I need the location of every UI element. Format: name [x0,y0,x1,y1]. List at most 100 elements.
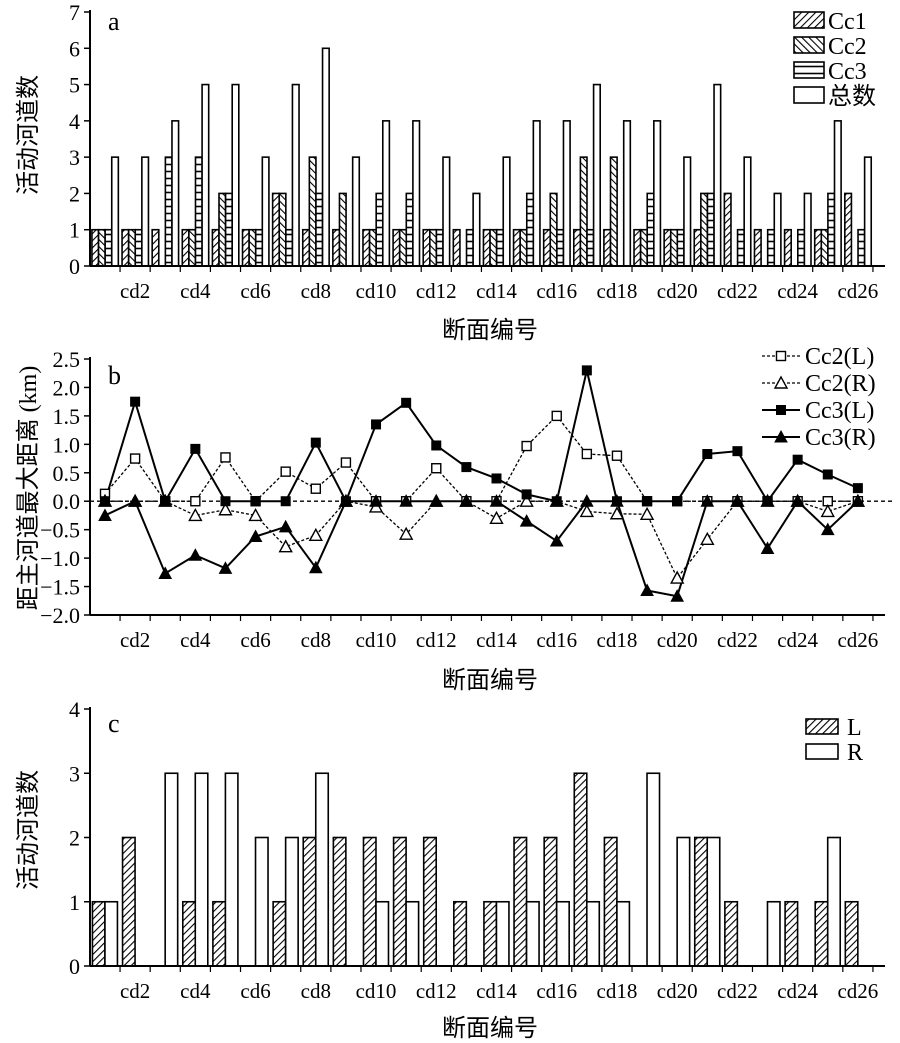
bar-l-cd2 [121,836,136,967]
bar-cc1-cd19 [633,228,642,267]
point-cc2l-cd16 [551,410,562,422]
bar--cd17 [592,83,601,267]
bar-l-cd14 [483,900,498,967]
point-cc2r-cd18 [609,506,625,520]
bar-r-cd8 [314,772,330,967]
bar-cc1-cd18 [603,228,612,267]
bar-cc3-cd24 [796,228,806,267]
x-tick-label: cd6 [240,279,270,303]
bar-cc3-cd22 [736,228,745,267]
point-cc3l-cd19 [642,496,653,507]
x-tick-label: cd14 [476,628,517,652]
bar--cd13 [472,192,481,267]
bar-r-cd16 [555,900,570,967]
bar-r-cd4 [194,772,209,967]
bar--cd23 [773,192,782,267]
bar-cc2-cd16 [549,192,558,267]
bar-cc3-cd14 [495,228,505,267]
bar--cd22 [743,156,752,267]
bar-l-cd5 [212,900,227,967]
point-cc3l-cd22 [732,446,743,457]
bar-cc3-cd13 [465,228,474,267]
bar-r-cd10 [375,900,390,967]
bar-l-cd12 [422,836,438,967]
point-cc3r-cd26 [851,494,865,507]
x-tick-label: cd18 [597,628,638,652]
point-cc3l-cd15 [521,489,532,500]
point-cc3r-cd6 [248,529,263,542]
bar--cd2 [141,156,150,267]
bar-cc3-cd20 [676,228,685,267]
x-tick-label: cd20 [657,628,698,652]
point-cc2l-cd12 [431,463,442,474]
x-tick-label: cd2 [120,979,150,1003]
point-cc3r-cd8 [308,560,323,574]
point-cc3l-cd11 [401,397,412,408]
bar-cc1-cd17 [572,228,582,267]
point-cc3r-cd22 [730,494,745,507]
point-cc3l-cd5 [220,496,231,507]
x-tick-label: cd2 [120,279,150,303]
bar--cd21 [713,83,722,267]
point-cc2r-cd15 [519,493,534,507]
x-axis-title-c: 断面编号 [442,1015,538,1042]
x-tick-label: cd6 [240,628,270,652]
bar-cc2-cd7 [278,192,287,267]
legend-label-2: Cc3(L) [805,398,874,424]
y-tick-label: 3 [69,145,80,170]
point-cc2r-cd6 [248,507,263,522]
x-tick-label: cd12 [416,628,457,652]
bar--cd14 [502,156,511,267]
bar-cc2-cd18 [609,156,618,267]
bar--cd25 [833,120,842,267]
point-cc3r-cd5 [218,561,233,574]
x-tick-label: cd12 [416,279,457,303]
y-axis-title-a: 活动河道数 [15,75,42,195]
point-cc3l-cd16 [551,496,562,507]
bar-cc2-cd25 [820,228,829,267]
bar-cc1-cd5 [211,228,220,267]
x-tick-label: cd12 [416,979,457,1003]
x-tick-label: cd8 [301,279,331,303]
bar-cc1-cd11 [392,228,401,267]
bar-cc2-cd1 [97,228,106,267]
legend-label-1: R [847,740,863,766]
bar-cc1-cd21 [693,228,702,267]
point-cc2r-cd19 [639,506,655,521]
point-cc3r-cd17 [580,494,594,507]
point-cc3l-cd8 [310,437,321,448]
bar--cd3 [171,120,180,267]
bar-cc2-cd6 [248,228,257,267]
bar-cc2-cd5 [218,192,227,267]
bar-l-cd17 [573,772,588,967]
y-tick-label: 1 [69,218,80,243]
point-cc3r-cd21 [700,494,715,507]
point-cc3r-cd2 [128,494,142,507]
bar--cd1 [110,156,120,267]
legend-label-3: 总数 [828,83,876,110]
bar-cc3-cd23 [766,228,776,267]
point-cc2l-cd9 [340,457,352,468]
point-cc3l-cd2 [130,396,141,407]
bar-cc2-cd19 [639,228,649,267]
bar--cd20 [683,156,692,267]
bar-l-cd15 [513,836,528,967]
point-cc3r-cd3 [158,566,173,579]
bar-cc3-cd19 [646,192,655,267]
bar-r-cd19 [646,772,661,967]
legend-marker-1 [773,375,789,389]
y-axis-title-b: 距主河道最大距离 (km) [15,366,42,611]
point-cc2r-cd5 [218,502,233,516]
point-cc2l-cd15 [521,440,532,452]
point-cc3l-cd21 [702,449,713,460]
x-tick-label: cd16 [536,628,577,652]
bar-r-cd25 [826,836,842,967]
y-tick-label: 7 [69,0,80,25]
point-cc2r-cd20 [670,570,685,584]
y-tick-label: 1.5 [53,404,81,429]
bar-r-cd11 [405,900,420,967]
point-cc3l-cd3 [160,496,171,507]
bar-l-cd25 [814,900,829,967]
x-tick-label: cd24 [777,628,818,652]
